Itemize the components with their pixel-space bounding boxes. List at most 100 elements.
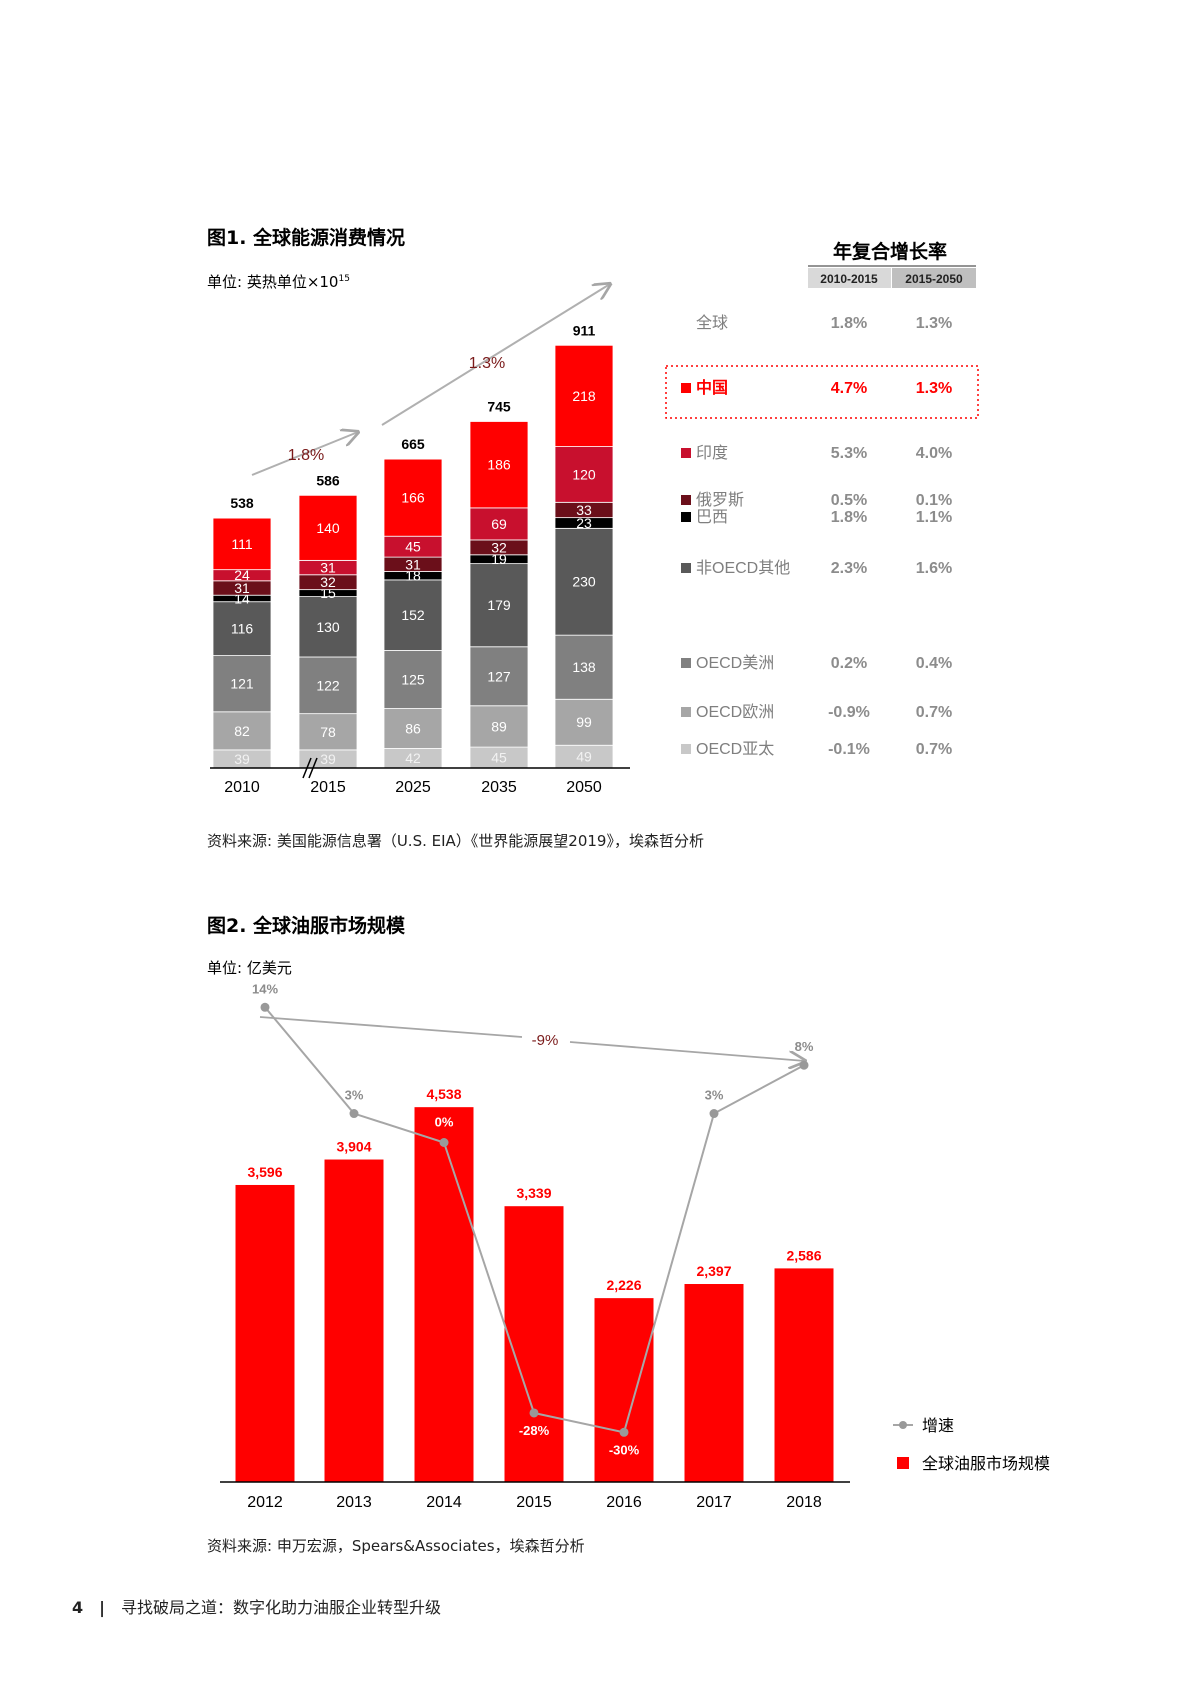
cagr-header: 年复合增长率 (833, 240, 947, 263)
bar-total-label: 538 (230, 495, 254, 511)
segment-label: 69 (491, 516, 507, 532)
cagr-arrow-2015-2050 (381, 284, 610, 426)
cagr-value-2010-2015: 1.8% (831, 509, 867, 526)
segment-label: 89 (491, 718, 507, 734)
bar-segment (383, 579, 443, 651)
bar-segment (554, 634, 614, 700)
legend-swatch (681, 383, 691, 393)
bar-value-label: 2,586 (786, 1247, 821, 1263)
bar (235, 1184, 295, 1482)
segment-label: 31 (320, 560, 336, 576)
legend-market-label: 全球油服市场规模 (922, 1455, 1050, 1473)
cagr-value-2010-2015: -0.9% (828, 704, 870, 721)
x-tick-label: 2035 (481, 779, 517, 796)
bar-total-label: 745 (487, 398, 511, 414)
cagr-value-2010-2015: -0.1% (828, 741, 870, 758)
segment-label: 230 (572, 574, 596, 590)
bar-segment (298, 656, 358, 715)
growth-label: 14% (252, 981, 278, 996)
x-tick-label: 2015 (516, 1494, 552, 1511)
x-tick-label: 2025 (395, 779, 431, 796)
legend-swatch (681, 563, 691, 573)
cagr-value-2015-2050: 0.7% (916, 741, 952, 758)
fig2-unit: 单位: 亿美元 (207, 959, 292, 977)
growth-point (529, 1408, 539, 1418)
bar-total-label: 665 (401, 436, 425, 452)
growth-label: 3% (705, 1088, 724, 1103)
segment-label: 218 (572, 388, 596, 404)
segment-label: 111 (231, 536, 252, 552)
footer-separator: | (99, 1598, 105, 1617)
legend-swatch (681, 448, 691, 458)
x-tick-label: 2050 (566, 779, 602, 796)
growth-point (439, 1138, 449, 1147)
segment-label: 32 (491, 539, 507, 555)
segment-label: 39 (320, 751, 336, 767)
x-tick-label: 2018 (786, 1494, 822, 1511)
segment-label: 116 (231, 621, 254, 637)
segment-label: 39 (234, 751, 250, 767)
bar-segment (298, 596, 358, 658)
growth-label: 0% (435, 1115, 454, 1130)
page-footer: 4 | 寻找破局之道：数字化助力油服企业转型升级 (72, 1594, 441, 1618)
growth-label: -30% (609, 1442, 640, 1457)
trend-arrow-left (259, 1016, 523, 1038)
trend-label: -9% (532, 1032, 559, 1049)
china-highlight-box (665, 365, 979, 419)
cagr-col1-header: 2010-2015 (820, 272, 878, 286)
cagr-value-2015-2050: 0.7% (916, 704, 952, 721)
legend-label: 印度 (696, 444, 728, 462)
fig1-title: 图1. 全球能源消费情况 (207, 227, 406, 249)
axis-break-2 (308, 757, 318, 779)
bar-segment (469, 705, 529, 748)
axis-break-1 (302, 757, 312, 779)
segment-label: 166 (401, 490, 425, 506)
bar-segment (212, 601, 272, 656)
cagr-label-1: 1.8% (288, 447, 324, 464)
legend-label: 俄罗斯 (696, 491, 744, 509)
cagr-col1-bg (808, 268, 891, 288)
bar (414, 1107, 474, 1482)
legend-label: 中国 (696, 378, 728, 397)
bar (774, 1268, 834, 1482)
growth-label: 3% (345, 1088, 364, 1103)
segment-label: 130 (316, 619, 340, 635)
bar-value-label: 2,397 (696, 1263, 731, 1279)
segment-label: 86 (405, 721, 421, 737)
legend-label: OECD欧洲 (696, 703, 774, 721)
fig2-title: 图2. 全球油服市场规模 (207, 915, 406, 937)
segment-label: 31 (234, 580, 250, 596)
segment-label: 138 (572, 659, 596, 675)
bar-segment (212, 517, 272, 571)
legend-label: OECD美洲 (696, 654, 774, 672)
bar-segment (469, 507, 529, 541)
growth-point (619, 1427, 629, 1437)
cagr-value-2010-2015: 0.2% (831, 655, 867, 672)
segment-label: 45 (405, 539, 421, 555)
bar (504, 1206, 564, 1482)
segment-label: 120 (572, 466, 596, 482)
bar-value-label: 3,904 (336, 1139, 371, 1155)
bar-segment (298, 713, 358, 751)
bar-segment (298, 494, 358, 561)
bar-segment (469, 563, 529, 648)
growth-point (349, 1109, 359, 1119)
bar (324, 1159, 384, 1482)
legend-swatch (681, 512, 691, 522)
cagr-col2-bg (892, 268, 976, 288)
segment-label: 45 (491, 750, 507, 766)
bar-total-label: 911 (573, 322, 596, 338)
segment-label: 140 (316, 520, 340, 536)
legend-label: 全球 (696, 314, 728, 332)
growth-label: 8% (795, 1039, 814, 1054)
segment-label: 42 (405, 750, 421, 766)
cagr-value-2010-2015: 5.3% (831, 445, 867, 462)
legend-swatch (681, 658, 691, 668)
growth-label: -28% (519, 1423, 550, 1438)
segment-label: 78 (320, 724, 336, 740)
bar-value-label: 2,226 (606, 1277, 641, 1293)
legend-label: 巴西 (696, 509, 728, 526)
cagr-value-2015-2050: 1.3% (916, 380, 952, 397)
legend-swatch (681, 495, 691, 505)
cagr-value-2010-2015: 4.7% (831, 380, 867, 397)
